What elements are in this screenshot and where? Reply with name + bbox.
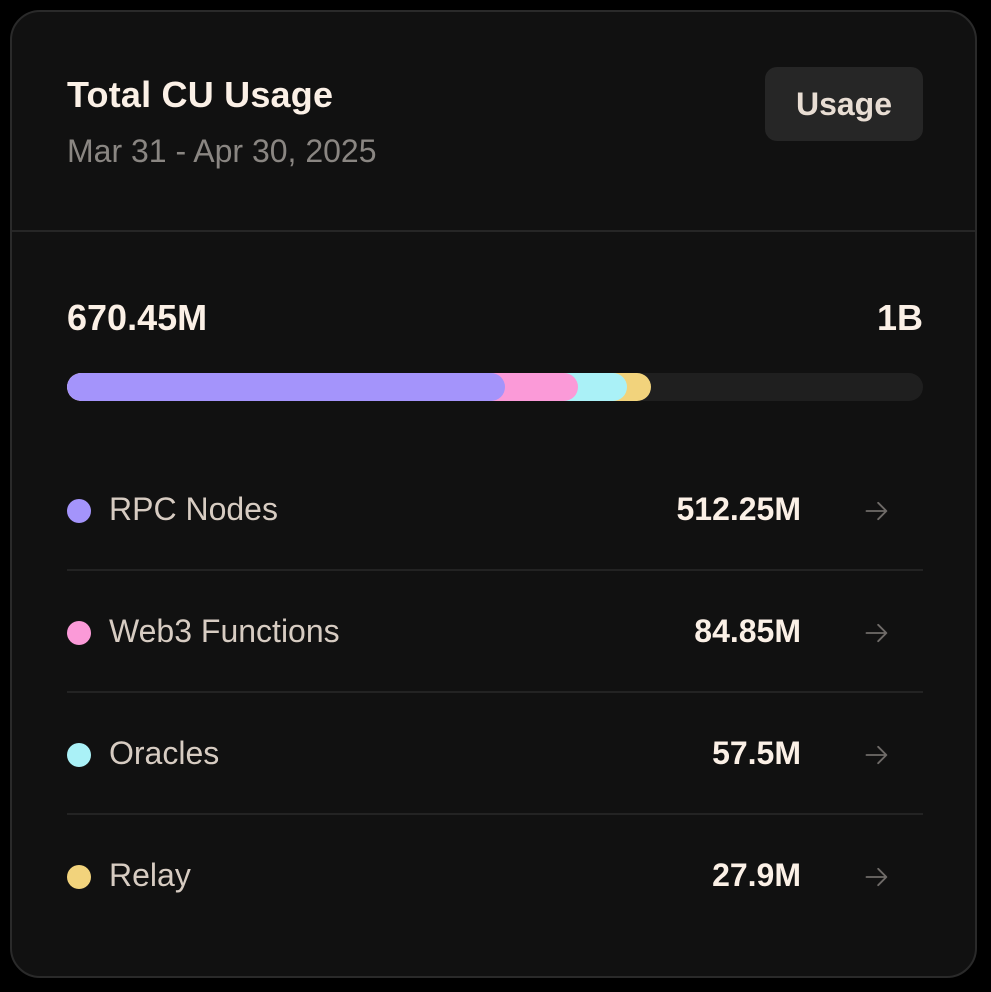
list-item-rpc-nodes[interactable]: RPC Nodes 512.25M	[67, 449, 923, 571]
color-dot	[67, 743, 91, 767]
usage-totals: 670.45M 1B	[67, 297, 923, 341]
item-value: 512.25M	[676, 491, 801, 527]
usage-breakdown-list: RPC Nodes 512.25M Web3 Functions 84.85M …	[67, 449, 923, 935]
item-label: Relay	[109, 857, 191, 893]
arrow-right-icon[interactable]	[863, 619, 891, 647]
usage-button[interactable]: Usage	[765, 67, 923, 141]
item-label: Web3 Functions	[109, 613, 340, 649]
arrow-right-icon[interactable]	[863, 741, 891, 769]
card-header: Total CU Usage Mar 31 - Apr 30, 2025 Usa…	[12, 12, 975, 232]
item-label: RPC Nodes	[109, 491, 278, 527]
cu-usage-card: Total CU Usage Mar 31 - Apr 30, 2025 Usa…	[10, 10, 977, 978]
list-item-relay[interactable]: Relay 27.9M	[67, 815, 923, 935]
arrow-right-icon[interactable]	[863, 863, 891, 891]
arrow-right-icon[interactable]	[863, 497, 891, 525]
item-label: Oracles	[109, 735, 220, 771]
list-item-web3-functions[interactable]: Web3 Functions 84.85M	[67, 571, 923, 693]
progress-segment-rpc-nodes	[67, 373, 506, 401]
color-dot	[67, 499, 91, 523]
color-dot	[67, 621, 91, 645]
color-dot	[67, 865, 91, 889]
item-value: 57.5M	[712, 735, 801, 771]
item-value: 84.85M	[694, 613, 801, 649]
list-item-oracles[interactable]: Oracles 57.5M	[67, 693, 923, 815]
usage-progress-bar	[67, 373, 923, 401]
total-used: 670.45M	[67, 297, 208, 338]
item-value: 27.9M	[712, 857, 801, 893]
total-limit: 1B	[876, 297, 923, 338]
card-title: Total CU Usage	[67, 74, 334, 115]
date-range: Mar 31 - Apr 30, 2025	[67, 133, 377, 169]
